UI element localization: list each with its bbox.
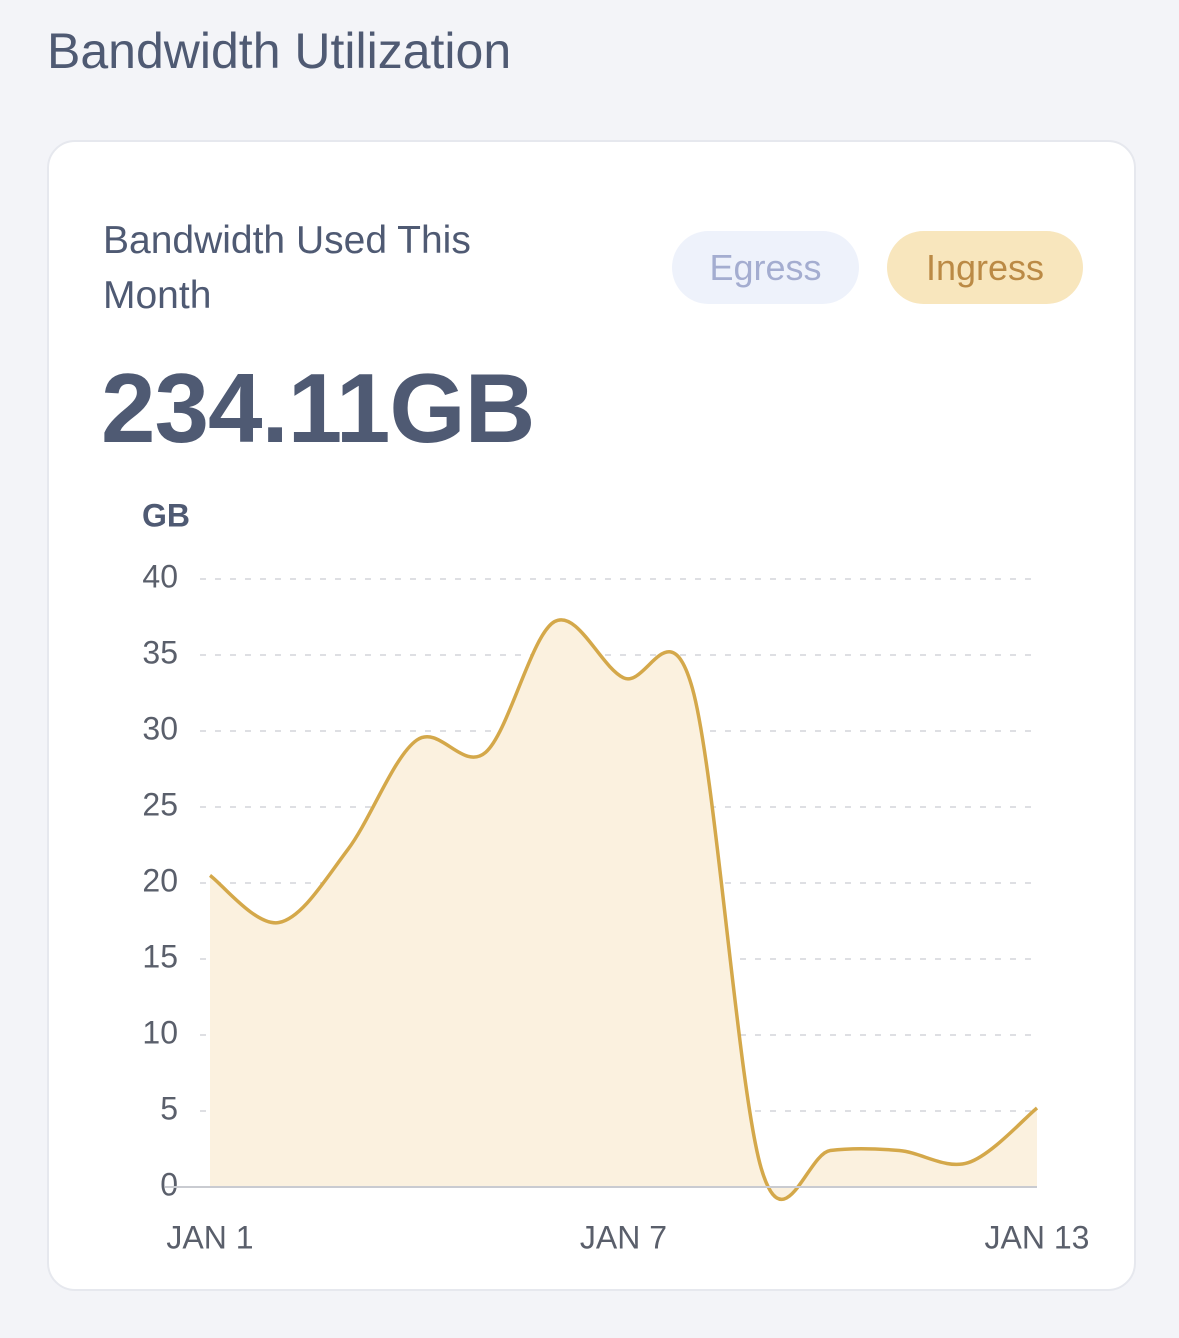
y-tick-label: 0 xyxy=(160,1166,178,1202)
line xyxy=(208,618,1039,1201)
x-tick-label: JAN 7 xyxy=(580,1219,667,1255)
area xyxy=(210,619,1037,1200)
y-tick-label: 15 xyxy=(142,938,178,974)
y-tick-label: 35 xyxy=(142,634,178,670)
x-tick-label: JAN 13 xyxy=(985,1219,1090,1255)
x-tick-label: JAN 1 xyxy=(166,1219,253,1255)
page-title: Bandwidth Utilization xyxy=(47,23,512,79)
y-axis-label: GB xyxy=(142,497,190,533)
egress-toggle[interactable]: Egress xyxy=(672,231,859,304)
y-tick-label: 20 xyxy=(142,862,178,898)
y-tick-label: 25 xyxy=(142,786,178,822)
card-title: Bandwidth Used This Month xyxy=(103,219,471,317)
y-tick-label: 5 xyxy=(160,1090,178,1126)
ingress-toggle[interactable]: Ingress xyxy=(887,231,1083,304)
total-value: 234.11GB xyxy=(101,353,535,463)
y-tick-label: 40 xyxy=(142,558,178,594)
y-tick-label: 30 xyxy=(142,710,178,746)
y-tick-label: 10 xyxy=(142,1014,178,1050)
